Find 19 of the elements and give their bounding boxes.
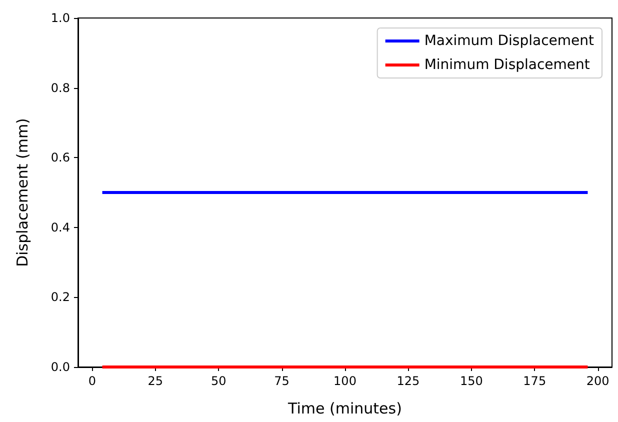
x-tick-label: 175 [523,374,546,388]
x-tick-label: 150 [460,374,483,388]
x-tick-label: 125 [396,374,420,388]
y-tick-label: 1.0 [50,11,70,25]
x-tick-label: 100 [334,374,356,388]
x-tick-label: 50 [210,374,226,388]
legend-label: Maximum Displacement [424,33,595,49]
y-tick-label: 0.6 [50,150,70,165]
x-tick-label: 75 [274,374,290,388]
y-tick-label: 0.0 [50,360,70,374]
x-tick-label: 25 [148,374,164,388]
y-tick-label: 0.2 [50,290,70,304]
y-axis-title: Displacement (mm) [14,118,32,267]
x-tick-label: 0 [88,374,96,388]
x-tick-label: 200 [586,374,610,388]
y-tick-label: 0.8 [50,80,70,95]
x-axis-title: Time (minutes) [287,400,402,418]
y-tick-label: 0.4 [50,220,70,234]
legend-label: Minimum Displacement [424,57,590,73]
